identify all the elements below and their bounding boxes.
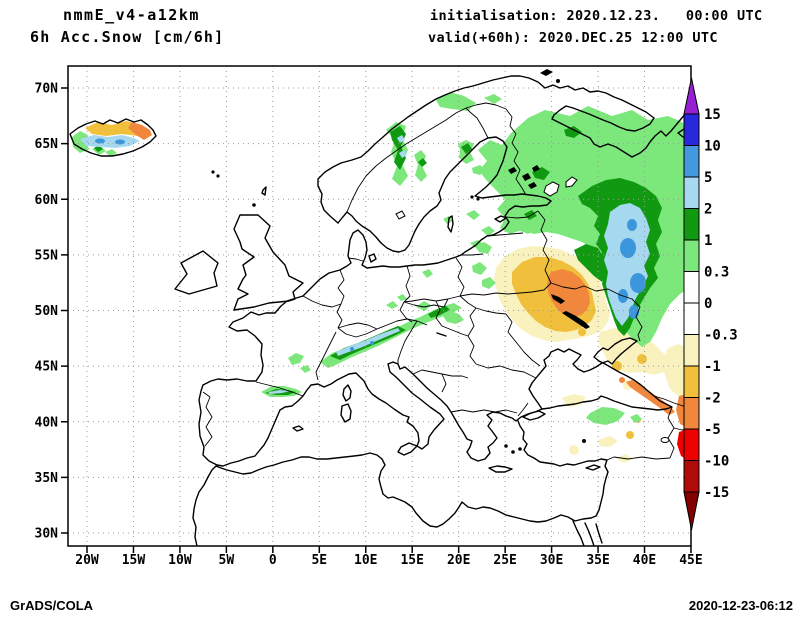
colorbar-tick-label: 5: [704, 170, 712, 186]
lat-tick-label: 35N: [35, 471, 59, 486]
lon-tick-label: 15E: [400, 553, 423, 568]
colorbar-segment: [683, 460, 700, 493]
lat-tick-label: 30N: [35, 527, 59, 542]
model-title: nmmE_v4-a12km: [63, 6, 200, 24]
colorbar-segment: [683, 271, 700, 304]
lat-axis: 70N 65N 60N 55N 50N 45N 40N 35N 30N: [35, 82, 68, 542]
colorbar-segment: [683, 302, 700, 335]
colorbar-under-arrow: [683, 491, 700, 531]
colorbar-segment: [683, 334, 700, 367]
colorbar-tick-label: -10: [704, 454, 729, 470]
variable-title: 6h Acc.Snow [cm/6h]: [30, 28, 224, 46]
lon-tick-label: 0: [269, 553, 277, 568]
lat-tick-label: 70N: [35, 82, 59, 97]
lon-tick-label: 25E: [493, 553, 516, 568]
lon-tick-label: 45E: [679, 553, 702, 568]
colorbar-tick-label: -1: [704, 359, 721, 375]
colorbar-tick-label: -15: [704, 485, 729, 501]
lat-tick-label: 55N: [35, 248, 59, 263]
colorbar-tick-label: -5: [704, 422, 721, 438]
valid-time: valid(+60h): 2020.DEC.25 12:00 UTC: [428, 30, 718, 46]
lon-tick-label: 20E: [447, 553, 470, 568]
lon-tick-label: 35E: [586, 553, 609, 568]
lat-tick-label: 45N: [35, 360, 59, 375]
colorbar-tick-label: -0.3: [704, 328, 738, 344]
colorbar-tick-label: 10: [704, 139, 721, 155]
lat-tick-label: 40N: [35, 415, 59, 430]
lon-tick-label: 20W: [75, 553, 99, 568]
colorbar-tick-label: 0.3: [704, 265, 729, 281]
lat-tick-label: 65N: [35, 137, 59, 152]
lon-tick-label: 5E: [311, 553, 327, 568]
lon-axis: 20W 15W 10W 5W 0 5E 10E 15E 20E 25E 30E 35E 40E 45E: [75, 546, 703, 568]
colorbar-segment: [683, 239, 700, 272]
colorbar-segment: [683, 145, 700, 178]
lat-tick-label: 50N: [35, 304, 59, 319]
lat-tick-label: 60N: [35, 193, 59, 208]
colorbar-tick-label: -2: [704, 391, 721, 407]
colorbar-segment: [683, 113, 700, 146]
colorbar-segment: [683, 397, 700, 430]
colorbar-tick-label: 0: [704, 296, 712, 312]
lon-tick-label: 40E: [633, 553, 656, 568]
credit: GrADS/COLA: [10, 598, 94, 613]
init-time: initialisation: 2020.12.23. 00:00 UTC: [430, 8, 763, 24]
colorbar-segment: [683, 428, 700, 461]
colorbar-segment: [683, 365, 700, 398]
lon-tick-label: 10W: [168, 553, 192, 568]
lon-tick-label: 30E: [540, 553, 563, 568]
timestamp: 2020-12-23-06:12: [689, 598, 793, 613]
colorbar-segment: [683, 176, 700, 209]
snow-shading: [72, 92, 689, 463]
lon-tick-label: 15W: [122, 553, 146, 568]
colorbar-tick-label: 2: [704, 202, 712, 218]
colorbar-tick-label: 1: [704, 233, 712, 249]
colorbar-tick-label: 15: [704, 107, 721, 123]
country-borders: [202, 102, 691, 461]
lon-tick-label: 10E: [354, 553, 377, 568]
colorbar-legend: 15 10 5 2 1 0.3 0 -0.3 -1 -2 -5 -10 -15: [683, 77, 738, 531]
colorbar-over-arrow: [683, 77, 700, 115]
colorbar-segment: [683, 208, 700, 241]
lon-tick-label: 5W: [219, 553, 235, 568]
